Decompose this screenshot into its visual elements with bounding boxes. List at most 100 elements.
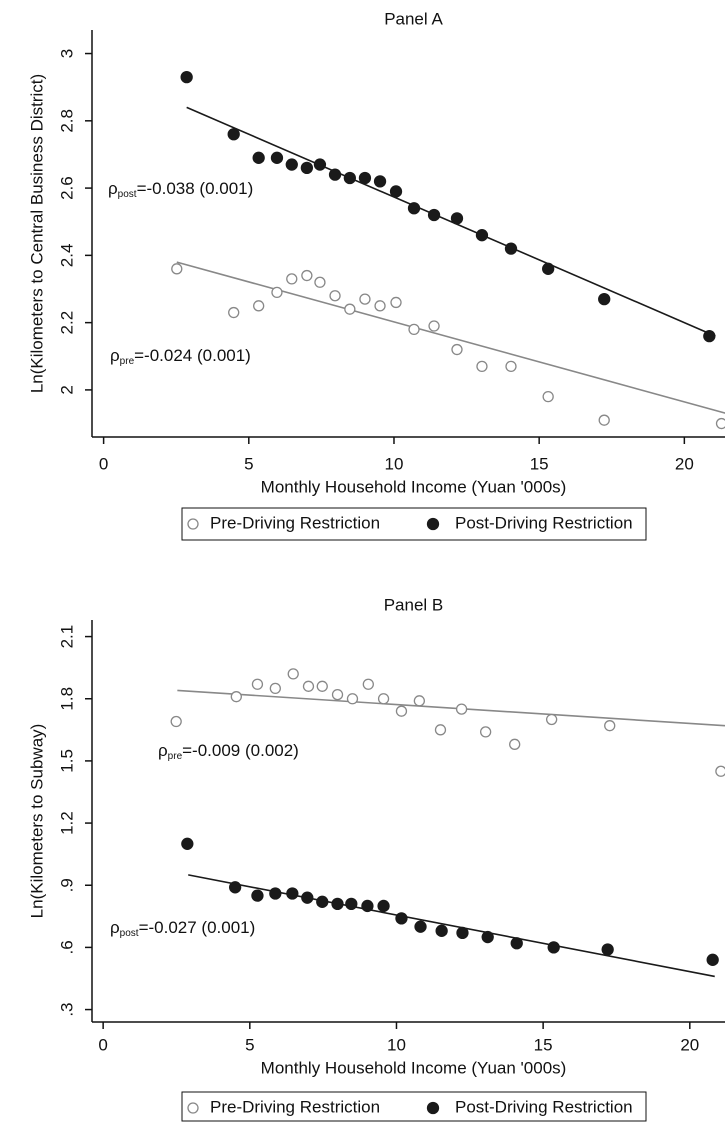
data-point (328, 168, 342, 181)
data-point (715, 765, 725, 777)
data-point (359, 293, 371, 305)
data-point (361, 899, 374, 913)
annotation-symbol: ρ (110, 346, 120, 365)
x-tick-label: 15 (534, 1035, 553, 1054)
data-point (547, 941, 560, 954)
x-axis-label: Monthly Household Income (Yuan '000s) (261, 477, 567, 496)
fit-line (186, 106, 716, 337)
x-tick-label: 5 (244, 454, 253, 473)
data-point (407, 202, 421, 215)
x-tick-label: 20 (680, 1035, 699, 1054)
data-point (331, 688, 344, 701)
legend-marker (187, 1102, 199, 1114)
data-point (301, 891, 314, 904)
data-point (377, 693, 390, 705)
data-point (316, 895, 329, 908)
annotation-subscript: post (118, 189, 137, 200)
data-point (269, 887, 282, 900)
data-point (228, 881, 242, 894)
annotation-symbol: ρ (108, 179, 118, 198)
data-point (706, 953, 719, 966)
data-point (414, 920, 427, 933)
data-point (413, 695, 426, 707)
data-point (227, 128, 240, 141)
x-tick-label: 0 (98, 1035, 107, 1054)
y-tick-label: 1.8 (57, 687, 76, 711)
data-point (504, 242, 518, 255)
data-point (358, 171, 372, 185)
y-tick-label: 3 (57, 49, 76, 58)
data-point (542, 262, 555, 275)
data-point (346, 693, 359, 705)
legend-marker (187, 518, 199, 530)
data-point (329, 290, 341, 302)
annotation-symbol: ρ (158, 741, 168, 760)
legend-box (181, 507, 647, 541)
data-point (316, 680, 328, 692)
annotation-symbol: ρ (110, 918, 120, 937)
fit-line (177, 689, 725, 727)
data-point (170, 715, 182, 728)
annotation-text: =-0.038 (0.001) (137, 179, 254, 198)
data-point (251, 889, 264, 902)
data-point (598, 414, 610, 426)
data-point (510, 937, 523, 950)
data-point (300, 161, 314, 175)
data-point (181, 837, 194, 850)
data-point (314, 276, 326, 288)
y-tick-label: 1.2 (57, 811, 76, 835)
data-point (476, 360, 488, 373)
legend-label: Pre-Driving Restriction (210, 513, 380, 532)
data-point (456, 926, 469, 940)
legend-label: Post-Driving Restriction (455, 513, 633, 532)
y-tick-label: 2.4 (57, 244, 76, 268)
y-tick-label: 2.2 (57, 311, 76, 335)
legend-marker (426, 1101, 440, 1115)
y-tick-label: 2 (57, 385, 76, 394)
data-point (286, 887, 299, 900)
data-point (408, 323, 420, 336)
data-point (253, 300, 265, 312)
data-point (286, 273, 298, 285)
data-point (374, 300, 386, 312)
data-point (604, 720, 616, 732)
data-point (703, 329, 716, 343)
legend-label: Post-Driving Restriction (455, 1097, 633, 1116)
data-point (475, 229, 489, 242)
y-tick-label: 2.6 (57, 176, 76, 200)
data-point (251, 678, 264, 690)
data-point (344, 303, 356, 315)
data-point (390, 296, 402, 309)
data-point (389, 185, 403, 198)
y-tick-label: 1.5 (57, 749, 76, 773)
data-point (270, 151, 284, 164)
y-tick-label: .6 (57, 940, 76, 954)
data-point (271, 286, 283, 299)
annotation-text: =-0.009 (0.002) (182, 741, 299, 760)
x-axis-label: Monthly Household Income (Yuan '000s) (261, 1058, 567, 1077)
x-tick-label: 20 (675, 454, 694, 473)
data-point (395, 912, 408, 925)
annotation-subscript: post (120, 928, 139, 939)
data-point (715, 417, 725, 430)
annotation-text: =-0.027 (0.001) (139, 918, 256, 937)
plot-area (170, 668, 725, 978)
x-tick-label: 0 (99, 454, 108, 473)
data-point (428, 320, 440, 332)
data-point (395, 705, 408, 717)
data-point (313, 158, 327, 171)
data-point (252, 151, 265, 164)
annotation-subscript: pre (168, 751, 183, 762)
data-point (171, 263, 183, 275)
legend-marker (426, 517, 440, 531)
data-point (345, 897, 358, 911)
data-point (343, 171, 356, 185)
data-point (434, 724, 447, 736)
annotation: ρpre=-0.024 (0.001) (110, 346, 251, 366)
x-tick-label: 10 (387, 1035, 406, 1054)
data-point (451, 343, 463, 356)
chart-title: Panel A (384, 9, 443, 28)
annotation-subscript: pre (120, 356, 135, 367)
data-point (287, 668, 299, 680)
